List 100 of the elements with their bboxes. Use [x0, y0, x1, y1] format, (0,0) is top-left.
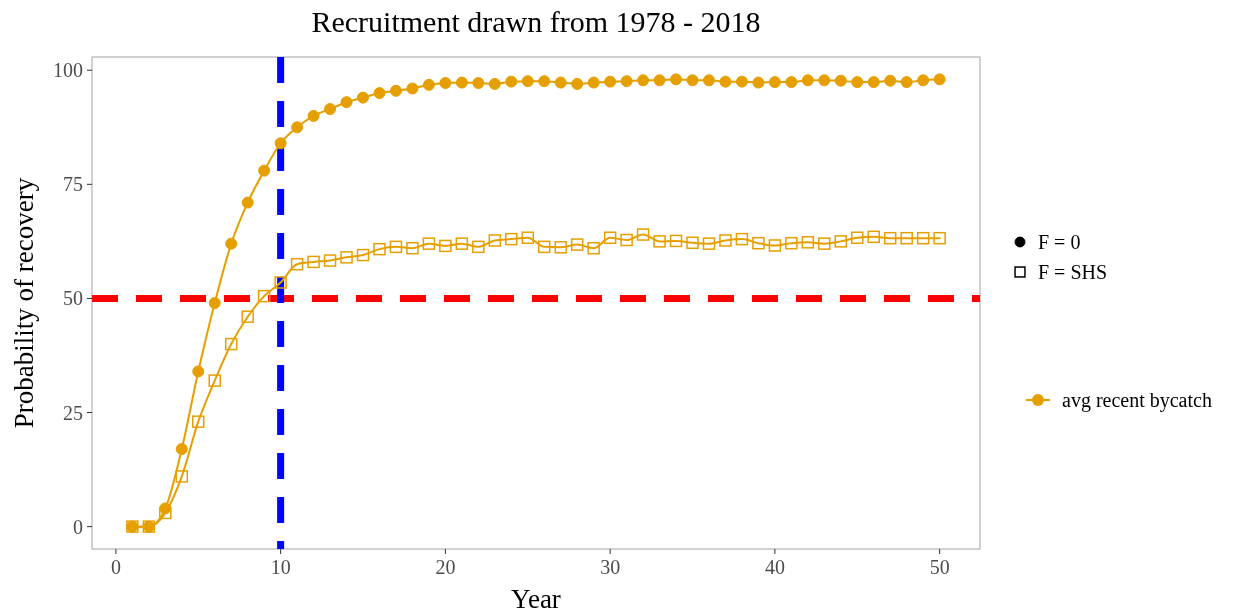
- point: [603, 231, 617, 244]
- y-tick-label: 100: [53, 59, 83, 82]
- point: [357, 91, 370, 104]
- point: [258, 164, 271, 177]
- point: [570, 238, 584, 251]
- y-tick-label: 25: [63, 401, 83, 424]
- point: [669, 234, 683, 248]
- point: [257, 289, 271, 303]
- point: [422, 78, 435, 91]
- point: [340, 96, 353, 109]
- point: [291, 121, 304, 134]
- point: [801, 236, 815, 249]
- point: [834, 74, 847, 87]
- point: [620, 75, 633, 88]
- point: [851, 76, 864, 89]
- point: [587, 76, 600, 89]
- point: [604, 75, 617, 88]
- point: [324, 103, 337, 116]
- point: [307, 255, 320, 269]
- point: [225, 237, 238, 250]
- x-tick-label: 30: [600, 556, 621, 578]
- point: [175, 470, 189, 483]
- point: [472, 240, 485, 254]
- point: [389, 240, 403, 254]
- point: [505, 232, 518, 246]
- point: [719, 234, 732, 247]
- point: [686, 74, 699, 87]
- point: [752, 236, 765, 250]
- point: [620, 233, 633, 247]
- point: [356, 248, 370, 262]
- point: [340, 251, 353, 264]
- point: [175, 443, 188, 456]
- point: [637, 74, 650, 87]
- point: [373, 242, 386, 256]
- point: [521, 231, 535, 244]
- point: [917, 74, 930, 87]
- point: [933, 73, 946, 86]
- point: [241, 196, 254, 209]
- point: [670, 73, 683, 86]
- y-axis-title: Probability of recovery: [9, 177, 39, 429]
- point: [735, 75, 748, 88]
- point: [653, 74, 666, 87]
- point: [389, 84, 402, 97]
- point: [488, 234, 502, 247]
- point: [192, 415, 205, 428]
- x-axis-title: Year: [511, 584, 561, 614]
- point: [488, 77, 501, 90]
- y-tick-label: 0: [73, 515, 83, 538]
- point: [801, 74, 814, 87]
- point: [785, 236, 798, 250]
- point: [818, 237, 831, 250]
- point: [571, 77, 584, 90]
- point: [208, 374, 221, 387]
- point: [439, 239, 452, 253]
- point: [554, 76, 567, 89]
- point: [538, 75, 551, 88]
- point: [323, 254, 337, 267]
- text: F = SHS: [1038, 261, 1108, 283]
- point: [834, 235, 848, 248]
- point: [274, 276, 287, 289]
- point: [702, 74, 715, 87]
- text: F = 0: [1038, 231, 1081, 253]
- point: [636, 228, 650, 241]
- point: [719, 75, 732, 88]
- point: [505, 75, 518, 88]
- point: [900, 76, 913, 89]
- point: [422, 237, 436, 250]
- x-tick-label: 20: [435, 556, 456, 578]
- point: [406, 82, 419, 95]
- point: [307, 109, 320, 122]
- point: [867, 230, 880, 244]
- point: [851, 231, 864, 244]
- point: [554, 241, 567, 254]
- x-tick-label: 0: [110, 556, 121, 578]
- point: [208, 297, 221, 309]
- point: [224, 337, 238, 351]
- point: [455, 76, 468, 89]
- point: [818, 74, 831, 87]
- point: [537, 240, 551, 254]
- point: [883, 231, 897, 245]
- point: [867, 76, 880, 89]
- point: [884, 74, 897, 87]
- point: [274, 137, 287, 150]
- chart-title: Recruitment drawn from 1978 - 2018: [311, 5, 761, 38]
- point: [916, 231, 930, 245]
- x-tick-label: 40: [764, 556, 785, 578]
- y-tick-label: 50: [63, 287, 83, 310]
- x-tick-label: 10: [270, 556, 291, 578]
- point: [587, 241, 600, 255]
- point: [768, 76, 781, 89]
- point: [768, 239, 782, 252]
- point: [653, 235, 666, 248]
- point: [455, 237, 469, 250]
- point: [900, 231, 913, 245]
- point: [241, 310, 254, 323]
- point: [933, 231, 946, 245]
- point: [702, 237, 716, 250]
- point: [472, 77, 485, 90]
- point: [785, 76, 798, 89]
- point: [290, 257, 304, 271]
